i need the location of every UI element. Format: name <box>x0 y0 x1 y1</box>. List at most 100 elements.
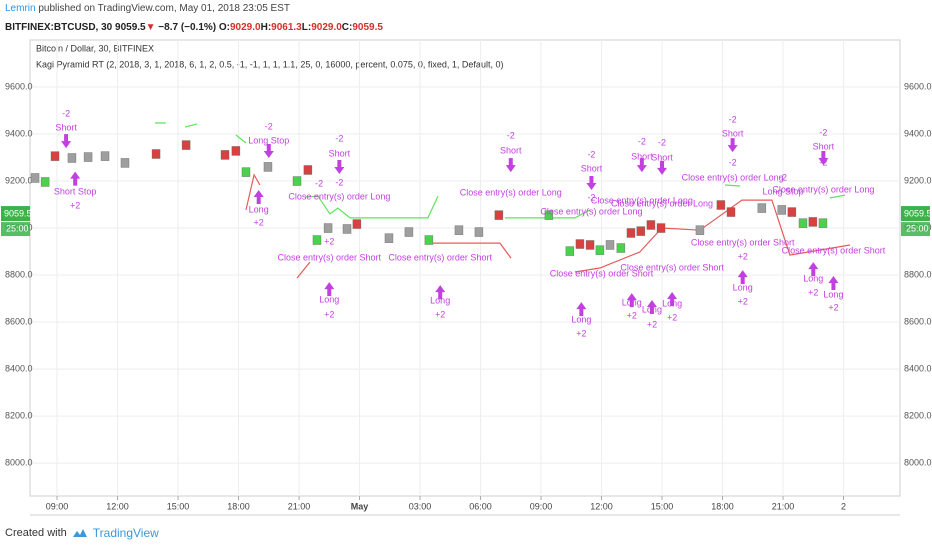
price-box <box>1 206 30 222</box>
candle <box>120 158 130 168</box>
signal-arrow <box>646 299 657 314</box>
signal-label: -2 <box>819 157 827 167</box>
price-label: 9059.5 <box>904 208 932 218</box>
signal-arrow <box>505 158 516 173</box>
ohlc-label: H: <box>260 22 272 33</box>
y-tick-label: 8400.0 <box>5 363 33 373</box>
chart: Bitcoin / Dollar, 30, BITFINEX Kagi Pyra… <box>1 39 932 516</box>
ohlc-label: L: <box>301 22 312 33</box>
signal-arrow <box>727 138 738 153</box>
signal-arrow <box>253 189 264 204</box>
brand[interactable]: TradingView <box>92 526 159 540</box>
candle <box>474 227 484 237</box>
y-tick-label: 8000.0 <box>5 457 33 467</box>
candle <box>312 235 322 245</box>
signal-label: +2 <box>647 319 657 329</box>
signal-arrow <box>576 302 587 317</box>
signal-label: Close entry(s) order Short <box>782 245 886 255</box>
author[interactable]: Lemrin <box>5 3 36 14</box>
signal-arrow <box>808 262 819 277</box>
signal-label: +2 <box>667 312 677 322</box>
candle <box>757 203 767 213</box>
signal-label: +2 <box>627 310 637 320</box>
signal-arrow <box>334 159 345 174</box>
signal-label: Long <box>622 297 642 307</box>
candle <box>818 218 828 228</box>
candle <box>595 245 605 255</box>
candle <box>626 228 636 238</box>
signal-arrow <box>667 291 678 306</box>
x-tick-label: 12:00 <box>590 501 613 511</box>
ohlc: O:9029.0H:9061.3L:9029.0C:9059.5 <box>219 22 383 33</box>
ohlc-label: O: <box>218 22 230 33</box>
candle <box>646 220 656 230</box>
candle <box>352 219 362 229</box>
signal-label: Long <box>319 294 339 304</box>
signal-label: Short <box>631 151 653 161</box>
y-tick-label: 8800.0 <box>904 269 932 279</box>
candle <box>404 227 414 237</box>
candle <box>716 200 726 210</box>
candle <box>231 146 241 156</box>
y-tick-label: 9400.0 <box>904 128 932 138</box>
x-tick-label: 12:00 <box>106 501 129 511</box>
signal-label: -2 <box>62 108 70 118</box>
signal-label: +2 <box>808 288 818 298</box>
plot-frame <box>29 39 901 497</box>
change-arrow: ▼ <box>145 22 156 33</box>
signal-label: Close entry(s) order Short <box>691 237 795 247</box>
candle <box>575 239 585 249</box>
signal-label: Short <box>581 163 603 173</box>
kagi-line <box>245 173 851 279</box>
countdown-label: 25:00 <box>906 223 929 233</box>
y-tick-label: 8600.0 <box>904 316 932 326</box>
signal-label: Close entry(s) order Long <box>682 172 784 182</box>
publish-line: Lemrin published on TradingView.com, May… <box>5 3 290 14</box>
ohlc-label: C: <box>341 22 353 33</box>
signal-label: Close entry(s) order Long <box>611 198 713 208</box>
candle <box>220 150 230 160</box>
signal-arrow <box>657 160 668 175</box>
signal-label: Long <box>571 314 591 324</box>
candle <box>636 226 646 236</box>
countdown-box <box>1 222 30 237</box>
candle <box>565 246 575 256</box>
signal-label: Close entry(s) order Long <box>772 184 874 194</box>
candle <box>695 225 705 235</box>
quote-line: BITFINEX:BTCUSD, 30 9059.5▼ −8.7 (−0.1%)… <box>5 22 383 33</box>
signal-label: -2 <box>819 127 827 137</box>
signal-label: Long <box>430 295 450 305</box>
candle <box>263 162 273 172</box>
signal-label: Long <box>733 282 753 292</box>
signal-label: Short <box>500 145 522 155</box>
x-tick-label: 21:00 <box>772 501 795 511</box>
ohlc-value: 9059.5 <box>352 22 383 33</box>
candle <box>100 151 110 161</box>
y-tick-label: 8200.0 <box>904 410 932 420</box>
signal-label: Long <box>642 304 662 314</box>
signal-label: +2 <box>324 237 334 247</box>
countdown-box <box>901 222 930 237</box>
ohlc-value: 9061.3 <box>271 22 302 33</box>
signal-label: -2 <box>729 114 737 124</box>
signal-label: -2 <box>265 121 273 131</box>
signal-label: +2 <box>324 309 334 319</box>
signal-label: Long Stop <box>248 135 289 145</box>
x-tick-label: 21:00 <box>288 501 311 511</box>
signal-arrow <box>626 293 637 308</box>
signal-arrow <box>636 158 647 173</box>
signal-label: Long <box>662 298 682 308</box>
candle <box>605 240 615 250</box>
symbol: BITFINEX:BTCUSD, 30 <box>5 22 113 33</box>
signal-label: -2 <box>587 192 595 202</box>
candle <box>67 153 77 163</box>
signal-label: Short <box>722 128 744 138</box>
signal-label: Long <box>823 289 843 299</box>
candle <box>50 151 60 161</box>
ohlc-value: 9029.0 <box>230 22 261 33</box>
candle <box>384 233 394 243</box>
candle <box>83 152 93 162</box>
signal-label: +2 <box>254 217 264 227</box>
signal-label: -2 <box>638 136 646 146</box>
